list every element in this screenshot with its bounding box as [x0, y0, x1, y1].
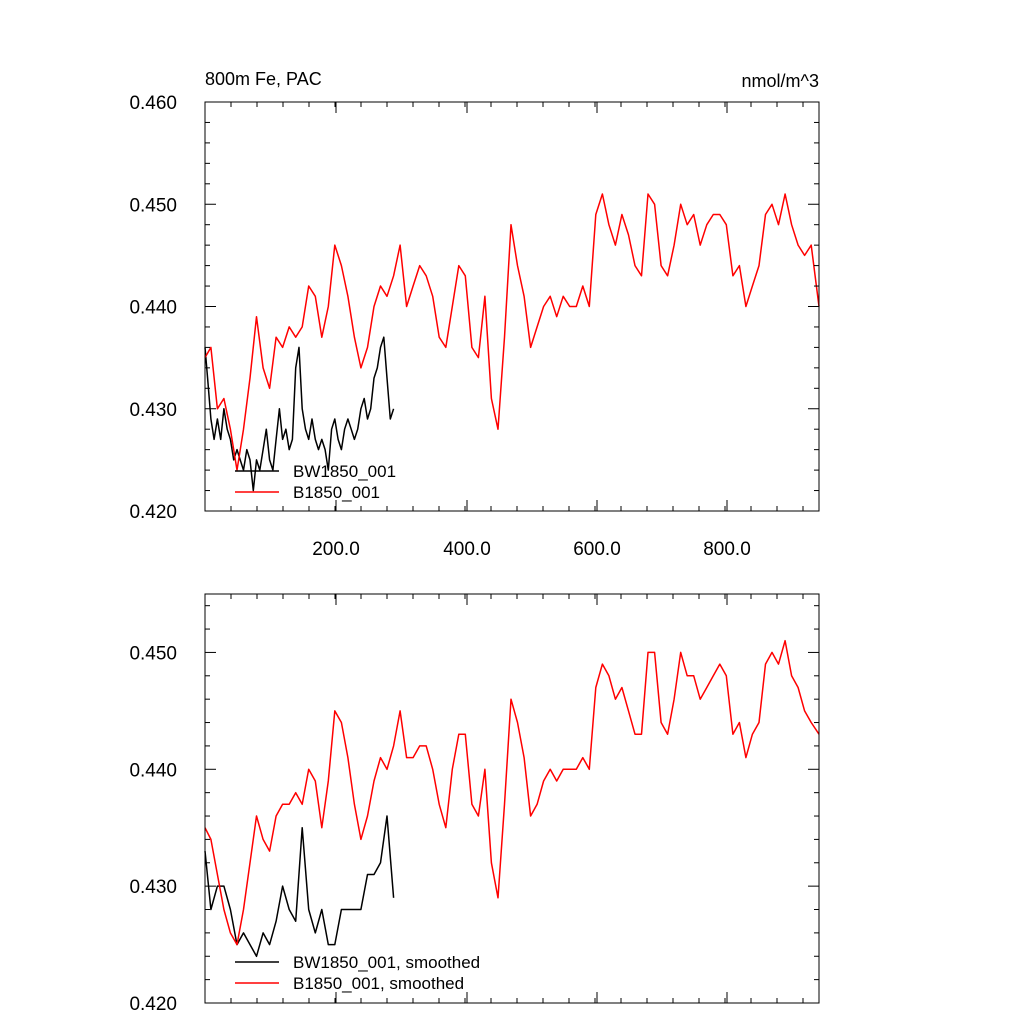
top-y-tick-label: 0.450	[129, 195, 177, 216]
top-panel: 800m Fe, PAC nmol/m^3 200.0 400.0 600.0 800…	[129, 69, 820, 560]
top-x-tick-label: 800.0	[703, 539, 751, 560]
top-series-line-1	[204, 193, 820, 471]
top-plot-frame	[204, 101, 820, 512]
top-panel-title: 800m Fe, PAC	[205, 69, 322, 89]
top-series-line-0	[204, 336, 395, 492]
top-y-tick-label: 0.430	[129, 400, 177, 421]
top-panel-units: nmol/m^3	[742, 71, 819, 91]
bottom-series-line-0	[204, 815, 395, 958]
top-y-tick-label: 0.460	[129, 93, 177, 114]
top-legend-label-0: BW1850_001	[293, 462, 396, 481]
top-x-tick-label: 600.0	[573, 539, 621, 560]
top-x-tick-label: 200.0	[312, 539, 360, 560]
top-y-tick-label: 0.440	[129, 298, 177, 319]
top-y-tick-label: 0.420	[129, 502, 177, 523]
bottom-y-tick-label: 0.420	[129, 994, 177, 1015]
bottom-legend-label-0: BW1850_001, smoothed	[293, 953, 480, 972]
bottom-y-tick-label: 0.430	[129, 877, 177, 898]
bottom-legend-label-1: B1850_001, smoothed	[293, 974, 464, 993]
bottom-y-tick-label: 0.440	[129, 760, 177, 781]
top-x-tick-label: 400.0	[443, 539, 491, 560]
bottom-plot-frame	[204, 593, 820, 1004]
bottom-series-line-1	[204, 639, 820, 946]
bottom-panel: 0.420 0.430 0.440 0.450 BW1850_001, smoothed…	[129, 593, 820, 1015]
top-legend-label-1: B1850_001	[293, 483, 380, 502]
bottom-y-tick-label: 0.450	[129, 643, 177, 664]
